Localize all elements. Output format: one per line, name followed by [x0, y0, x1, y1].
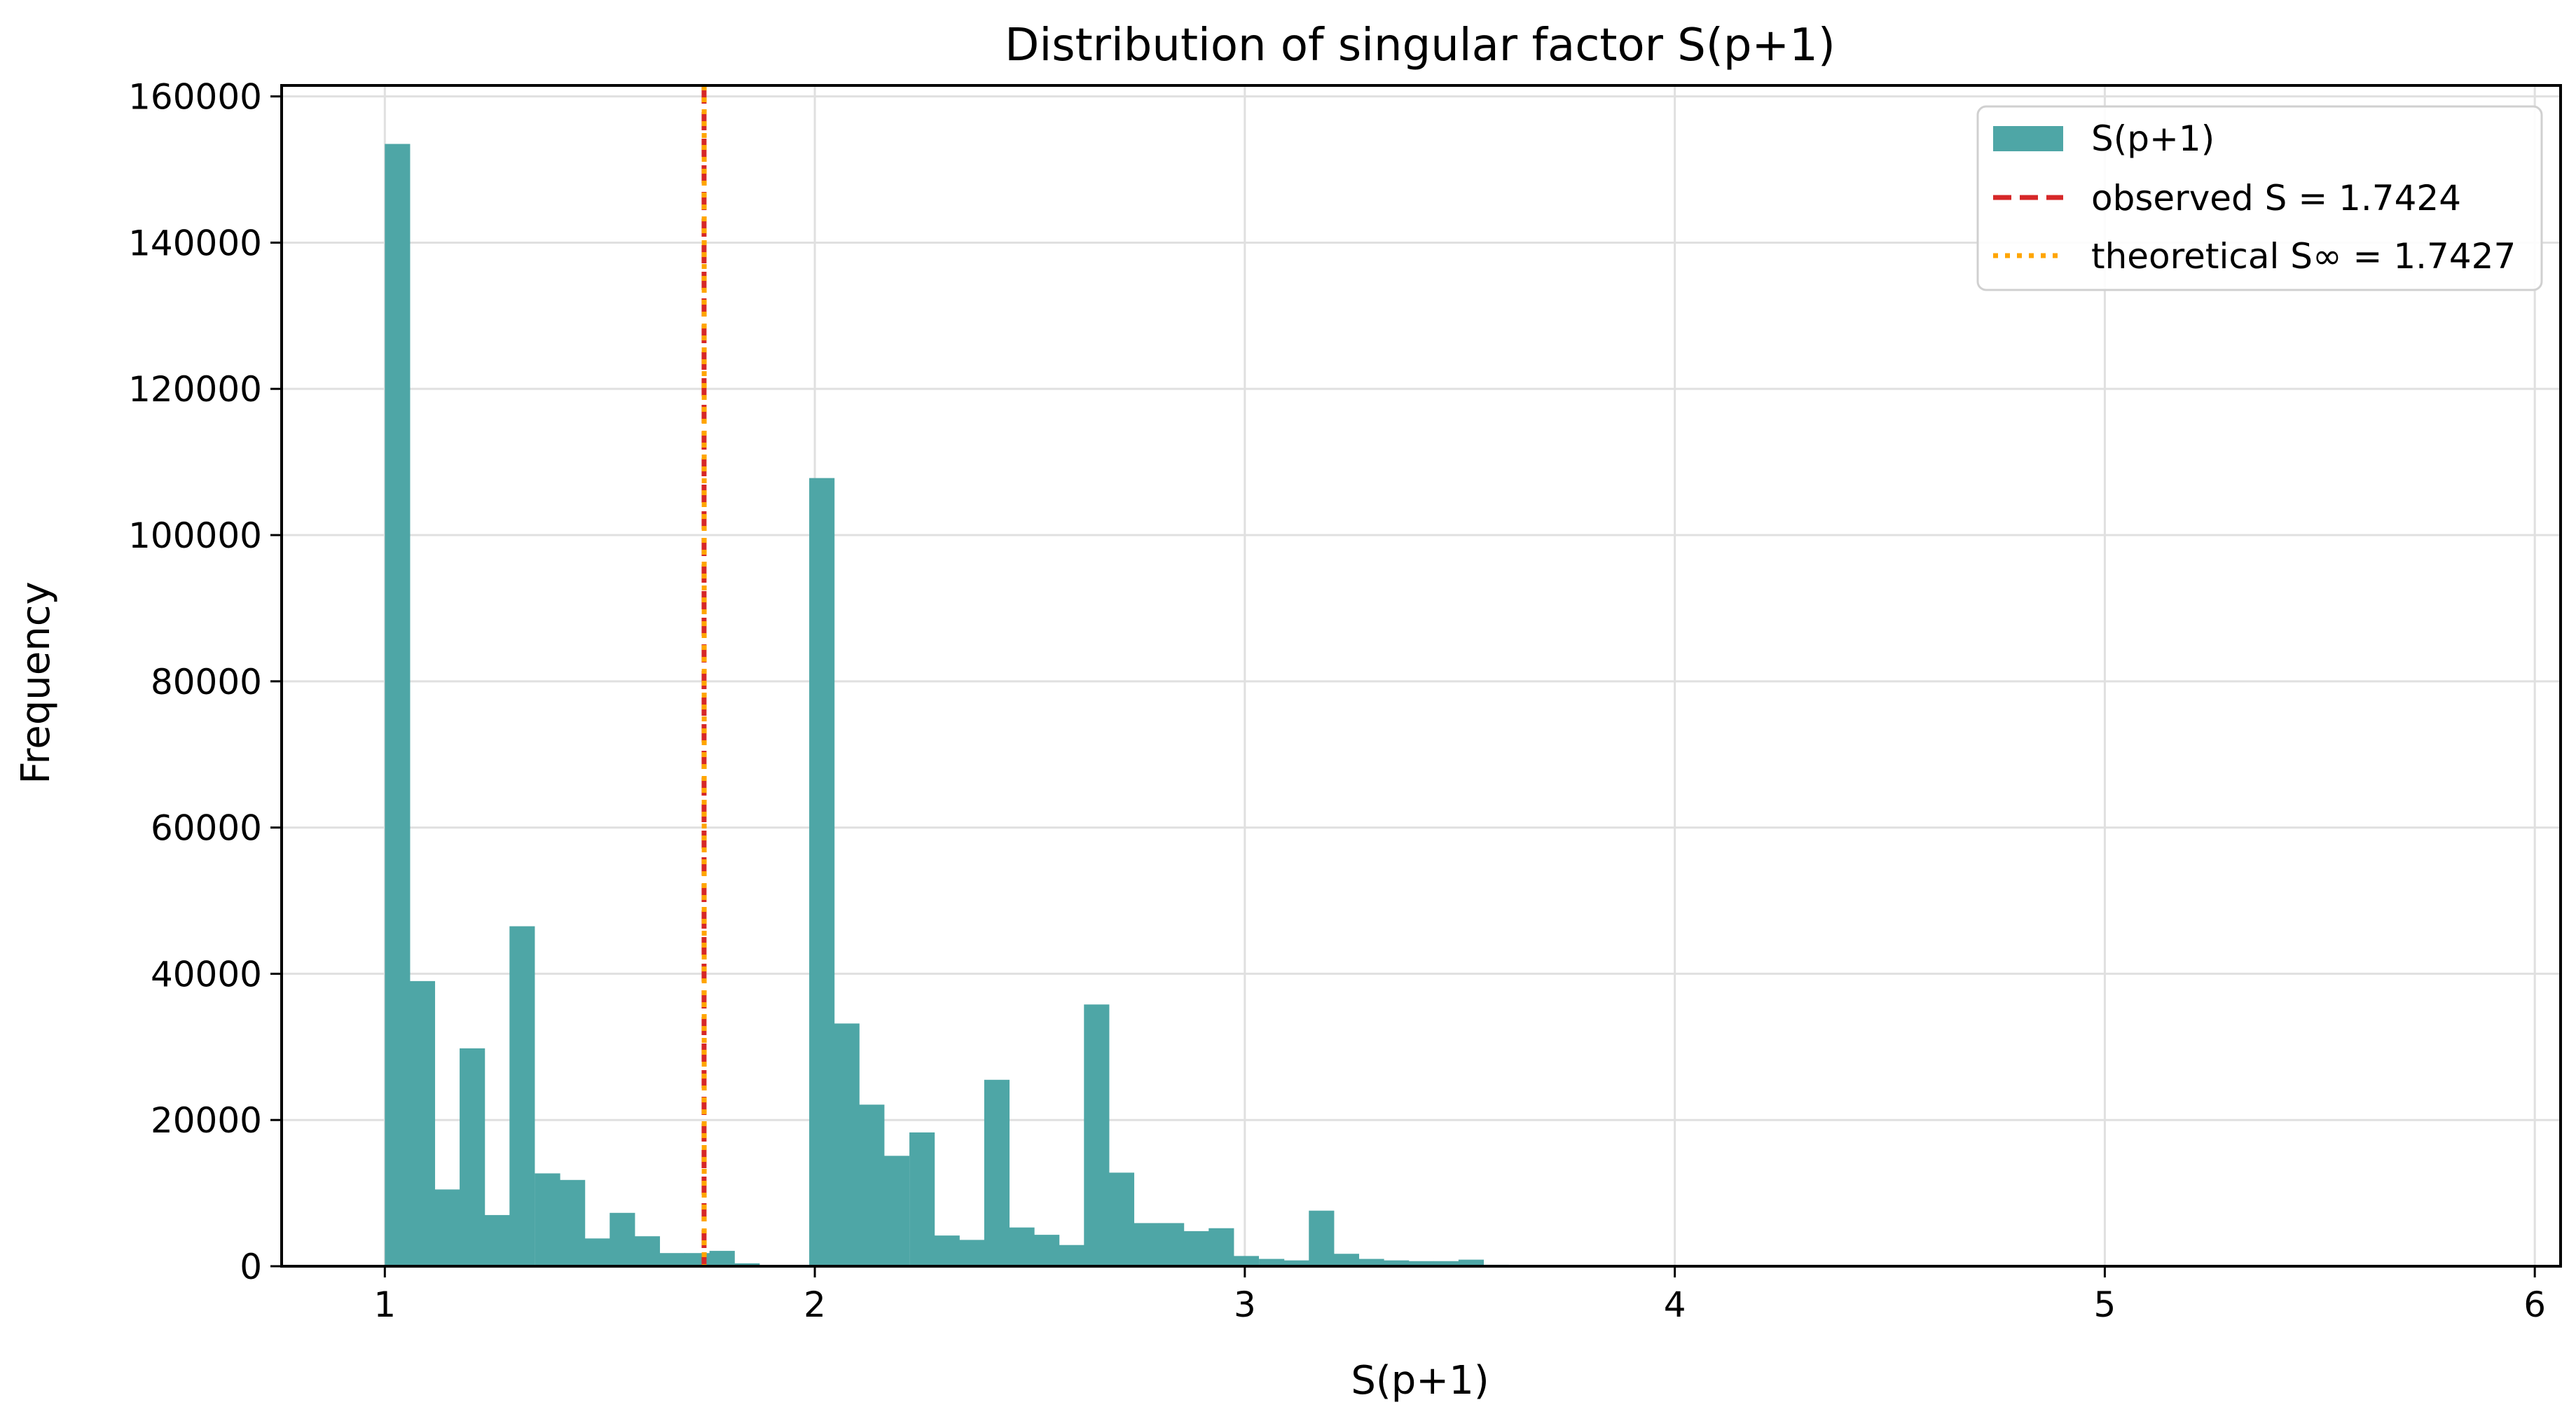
- plot-frame: [280, 84, 2562, 1268]
- histogram-bar: [1259, 1259, 1285, 1266]
- histogram-bar: [1233, 1256, 1260, 1266]
- y-tick-label: 120000: [128, 369, 262, 410]
- y-tick-label: 0: [240, 1247, 262, 1287]
- histogram-bar: [1283, 1260, 1309, 1266]
- histogram-bar: [1059, 1245, 1084, 1266]
- histogram-bar: [609, 1212, 635, 1266]
- histogram-bar: [1433, 1261, 1459, 1266]
- histogram-bar: [1208, 1228, 1234, 1266]
- histogram-bar: [1408, 1261, 1434, 1266]
- histogram-bar: [1134, 1223, 1159, 1266]
- legend-label-observed: observed S = 1.7424: [2091, 178, 2461, 219]
- y-tick-label: 60000: [151, 808, 262, 849]
- x-tick-label: 3: [1234, 1284, 1256, 1325]
- histogram-bar: [1108, 1172, 1135, 1266]
- histogram-bar: [634, 1236, 661, 1266]
- histogram-bar: [434, 1189, 460, 1266]
- histogram-bar: [959, 1240, 985, 1266]
- histogram-bar: [1159, 1223, 1185, 1266]
- histogram-bar: [509, 926, 535, 1266]
- y-tick-label: 80000: [151, 662, 262, 702]
- histogram-bar: [409, 980, 436, 1266]
- y-tick-label: 140000: [128, 223, 262, 263]
- legend-swatch-bars: [1993, 126, 2063, 151]
- histogram-bar: [934, 1235, 960, 1266]
- histogram-bar: [1034, 1235, 1060, 1266]
- y-tick-label: 20000: [151, 1100, 262, 1141]
- x-axis-label: S(p+1): [1351, 1358, 1489, 1403]
- y-tick-label: 100000: [128, 515, 262, 556]
- x-tick-label: 2: [804, 1284, 826, 1325]
- y-tick-label: 40000: [151, 954, 262, 994]
- histogram-bar: [859, 1104, 885, 1266]
- histogram-bar: [460, 1048, 485, 1266]
- histogram-bar: [560, 1179, 586, 1266]
- legend: S(p+1) observed S = 1.7424 theoretical S…: [1976, 105, 2543, 291]
- bars-layer: [385, 144, 1509, 1266]
- x-tick-label: 4: [1664, 1284, 1686, 1325]
- histogram-bar: [535, 1173, 560, 1266]
- chart-title: Distribution of singular factor S(p+1): [1005, 20, 1835, 71]
- histogram-bar: [484, 1214, 510, 1266]
- histogram-bar: [1358, 1259, 1384, 1266]
- x-tick-label: 1: [373, 1284, 396, 1325]
- histogram-bar: [1333, 1254, 1360, 1266]
- x-tick-label: 5: [2093, 1284, 2116, 1325]
- legend-label-bars: S(p+1): [2091, 118, 2215, 159]
- legend-label-theoretical: theoretical S∞ = 1.7427: [2091, 236, 2516, 277]
- grid-layer: [282, 85, 2561, 1268]
- legend-box: [1976, 105, 2543, 291]
- histogram-bar: [709, 1251, 735, 1266]
- histogram-bar: [809, 478, 835, 1266]
- y-axis-label: Frequency: [13, 581, 59, 784]
- histogram-bar: [1084, 1004, 1110, 1266]
- histogram-bar: [834, 1023, 860, 1266]
- histogram-bar: [883, 1156, 910, 1266]
- histogram-bar: [584, 1238, 610, 1266]
- histogram-bar: [1458, 1259, 1485, 1266]
- axes-layer: [280, 84, 2562, 1268]
- histogram-bar: [1009, 1227, 1035, 1266]
- ticks-layer: 1 2 3 4 5 6 0 20000 40000 60000 80000 100000 120000 1…: [128, 77, 2546, 1325]
- y-tick-label: 160000: [128, 77, 262, 118]
- histogram-bar: [385, 144, 411, 1266]
- histogram-bar: [659, 1253, 685, 1266]
- histogram-bar: [909, 1132, 935, 1266]
- histogram-bar: [1384, 1260, 1410, 1266]
- x-tick-label: 6: [2523, 1284, 2546, 1325]
- histogram-bar: [1183, 1231, 1209, 1266]
- histogram-bar: [734, 1263, 760, 1266]
- histogram-bar: [984, 1079, 1010, 1266]
- histogram-bar: [1309, 1210, 1335, 1266]
